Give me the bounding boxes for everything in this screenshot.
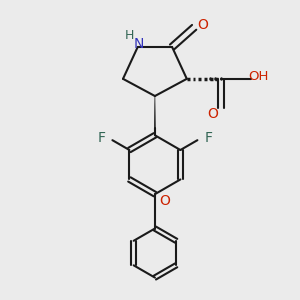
Text: O: O: [207, 107, 218, 122]
Text: OH: OH: [248, 70, 268, 83]
Text: O: O: [159, 194, 170, 208]
Text: N: N: [134, 38, 144, 52]
Text: F: F: [204, 131, 212, 145]
Polygon shape: [154, 96, 155, 128]
Text: H: H: [124, 29, 134, 42]
Text: O: O: [197, 18, 208, 32]
Text: F: F: [98, 131, 105, 145]
